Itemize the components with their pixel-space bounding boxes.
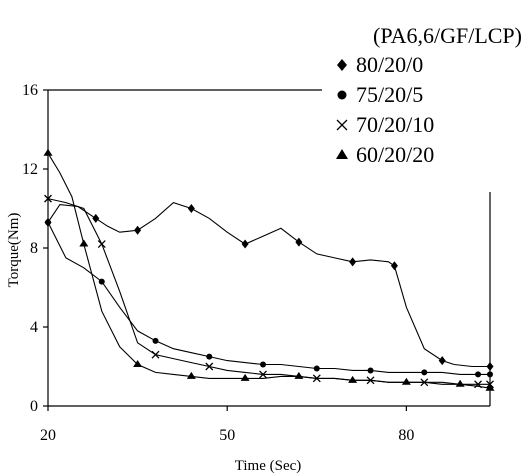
series-layer [43, 148, 495, 391]
data-point [240, 373, 250, 381]
data-point [367, 367, 374, 374]
legend-marker [337, 90, 347, 100]
data-point [349, 257, 357, 267]
cross-stroke [336, 119, 348, 131]
data-point [79, 239, 89, 247]
data-point [348, 375, 358, 383]
data-point [133, 360, 143, 368]
y-axis-ticks: 0 4 8 12 16 [22, 82, 48, 415]
series-2 [45, 219, 493, 378]
data-point [44, 194, 52, 203]
data-point [98, 278, 105, 285]
series-line [47, 222, 490, 375]
series-line [47, 152, 491, 389]
legend-item: 70/20/10 [336, 112, 434, 137]
y-tick-label: 8 [30, 240, 38, 257]
legend-label: 80/20/0 [356, 52, 423, 77]
data-point [152, 337, 159, 344]
data-point [294, 371, 304, 379]
data-point [43, 148, 53, 156]
y-tick-label: 4 [30, 319, 38, 336]
data-point [260, 361, 267, 368]
series-3 [44, 194, 494, 389]
cross-stroke [474, 380, 483, 389]
legend-marker [337, 59, 347, 71]
cross-stroke [151, 350, 160, 359]
legend-item: 60/20/20 [336, 142, 434, 167]
x-axis-ticks: 20 50 80 [40, 406, 414, 444]
legend-label: 70/20/10 [356, 112, 434, 137]
legend-item: 75/20/5 [337, 82, 423, 107]
data-point [401, 377, 411, 385]
series-4 [43, 148, 495, 391]
data-point [486, 362, 494, 371]
data-point [97, 240, 106, 249]
data-point [92, 213, 100, 223]
legend-item: 80/20/0 [337, 52, 423, 77]
data-point [45, 219, 51, 226]
data-point [206, 353, 213, 360]
series-1 [44, 201, 494, 371]
data-point [421, 369, 428, 376]
legend-marker [336, 119, 348, 131]
data-point [475, 371, 482, 378]
data-point [187, 204, 195, 213]
cross-stroke [44, 194, 52, 203]
y-axis-title: Torque(Nm) [6, 213, 22, 288]
legend-label: 75/20/5 [356, 82, 423, 107]
x-tick-label: 20 [40, 427, 56, 444]
x-tick-label: 50 [219, 427, 235, 444]
legend-label: 60/20/20 [356, 142, 434, 167]
data-point [438, 356, 446, 366]
data-point [241, 239, 249, 249]
data-point [205, 362, 214, 371]
data-point [487, 371, 493, 378]
x-tick-label: 80 [398, 427, 414, 444]
axes [47, 89, 491, 407]
data-point [134, 225, 142, 235]
y-tick-label: 16 [22, 82, 38, 99]
data-point [151, 350, 160, 359]
cross-stroke [205, 362, 214, 371]
legend: 80/20/0 75/20/5 70/20/10 60/20/20 [336, 52, 434, 167]
series-line [47, 201, 490, 368]
cross-stroke [97, 240, 106, 249]
data-point [295, 237, 303, 247]
data-point [455, 379, 465, 387]
data-point [485, 383, 495, 391]
data-point [186, 371, 196, 379]
series-line [47, 198, 490, 385]
y-tick-label: 0 [30, 398, 38, 415]
y-tick-label: 12 [22, 161, 38, 178]
cross-stroke [259, 370, 267, 379]
x-axis-title: Time (Sec) [235, 458, 302, 474]
legend-marker [336, 149, 348, 159]
data-point [313, 365, 320, 372]
data-point [390, 261, 398, 271]
legend-title: (PA6,6/GF/LCP) [373, 23, 522, 48]
data-point [259, 370, 267, 379]
